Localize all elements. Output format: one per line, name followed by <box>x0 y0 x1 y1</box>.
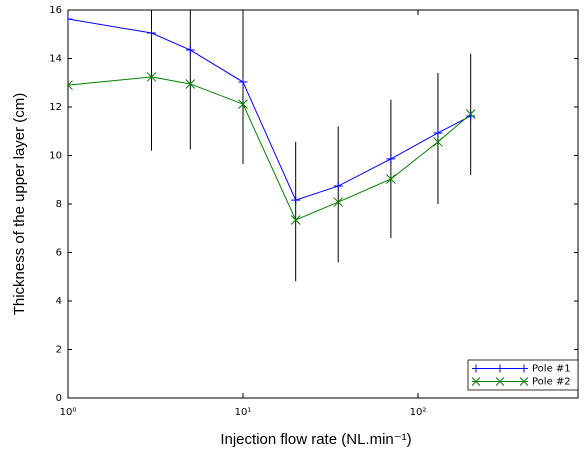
y-tick-label: 2 <box>56 345 62 356</box>
legend-label: Pole #1 <box>532 364 571 375</box>
marker <box>291 195 301 205</box>
marker <box>290 215 301 225</box>
marker <box>386 154 396 164</box>
marker <box>146 28 156 38</box>
series-line <box>68 18 471 201</box>
marker <box>185 79 196 89</box>
y-tick-label: 6 <box>56 248 62 259</box>
legend-label: Pole #2 <box>532 377 571 388</box>
y-tick-label: 0 <box>56 393 62 404</box>
legend-box <box>467 359 579 391</box>
marker <box>238 77 248 87</box>
legend-marker <box>471 377 481 386</box>
y-tick-label: 16 <box>49 5 62 16</box>
y-tick-label: 8 <box>56 199 62 210</box>
x-tick-label: 10⁰ <box>60 407 77 418</box>
legend-marker <box>472 364 480 373</box>
marker <box>333 197 344 207</box>
legend-marker <box>520 364 528 373</box>
marker <box>68 80 73 91</box>
y-tick-label: 4 <box>56 296 62 307</box>
marker <box>466 111 476 121</box>
marker <box>386 174 396 184</box>
y-tick-label: 12 <box>49 102 62 113</box>
marker <box>433 137 443 147</box>
y-tick-label: 10 <box>49 151 62 162</box>
plot-area <box>68 10 476 282</box>
x-tick-label: 10² <box>410 407 427 418</box>
x-tick-label: 10¹ <box>235 407 252 418</box>
marker <box>333 181 343 191</box>
y-tick-label: 14 <box>49 54 62 65</box>
legend-marker <box>519 377 529 386</box>
marker <box>185 45 195 55</box>
legend-marker <box>495 377 505 386</box>
x-axis-title: Injection flow rate (NL.min⁻¹) <box>220 431 411 448</box>
marker <box>68 14 73 24</box>
plot-frame <box>67 9 579 399</box>
legend-marker <box>496 364 504 373</box>
y-axis-title: Thickness of the upper layer (cm) <box>11 93 28 316</box>
marker <box>433 128 443 138</box>
marker <box>238 99 248 109</box>
marker <box>465 109 476 119</box>
marker <box>146 72 157 82</box>
